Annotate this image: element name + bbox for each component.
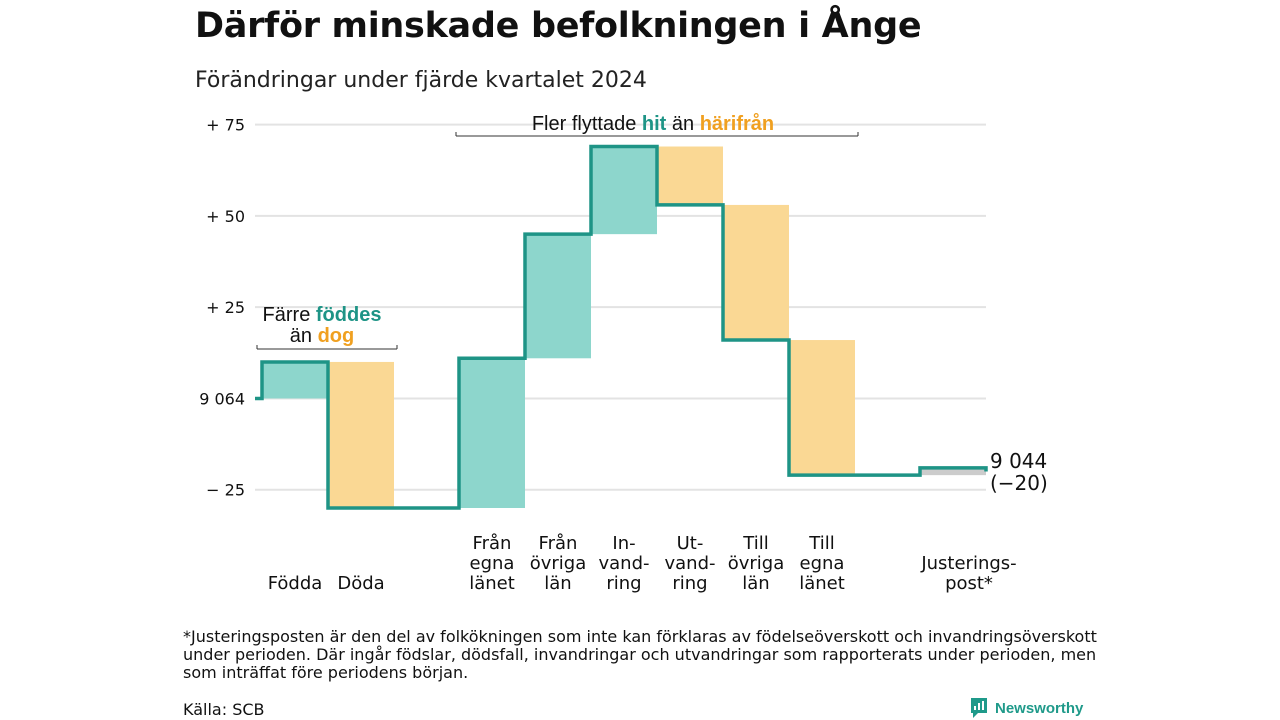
x-category-label: övriga bbox=[530, 553, 587, 574]
x-category-label: In- bbox=[612, 533, 635, 554]
y-tick-label: + 25 bbox=[206, 298, 245, 317]
chart-title: Därför minskade befolkningen i Ånge bbox=[195, 6, 922, 46]
end-change-label: (−20) bbox=[990, 471, 1048, 495]
x-category-label: Från bbox=[539, 533, 578, 554]
annotation-births-line2: än dog bbox=[290, 325, 354, 347]
annotation-part: Färre bbox=[263, 304, 316, 326]
source-note: Källa: SCB bbox=[183, 700, 265, 719]
x-category-label: Till bbox=[742, 533, 768, 554]
brand-name: Newsworthy bbox=[995, 699, 1084, 717]
running-total-line bbox=[255, 144, 988, 510]
x-category-label: Födda bbox=[268, 573, 323, 594]
y-tick-label: − 25 bbox=[206, 481, 245, 500]
annotation-part: Fler flyttade bbox=[532, 113, 642, 135]
annotation-part: dog bbox=[318, 325, 355, 347]
x-category-label: Justerings- bbox=[920, 553, 1016, 574]
chart-subtitle: Förändringar under fjärde kvartalet 2024 bbox=[195, 68, 647, 93]
bar-födda bbox=[262, 361, 328, 399]
footnote: *Justeringsposten är den del av folkökni… bbox=[183, 627, 1097, 682]
annotation-births-line1: Färre föddes bbox=[263, 304, 382, 326]
x-category-label: länet bbox=[469, 573, 515, 594]
x-category-label: länet bbox=[799, 573, 845, 594]
x-category-label: vand- bbox=[664, 553, 715, 574]
x-category-label: Från bbox=[473, 533, 512, 554]
bar-till-egna-länet bbox=[789, 340, 855, 476]
y-tick-label: 9 064 bbox=[199, 389, 245, 408]
bar-in-vandring bbox=[591, 146, 657, 235]
x-category-label: ring bbox=[672, 573, 707, 594]
bar-döda bbox=[328, 361, 394, 508]
x-category-label: vand- bbox=[598, 553, 649, 574]
end-value-label: 9 044 bbox=[990, 449, 1047, 473]
bar-ut-vandring bbox=[657, 146, 723, 205]
bar-från-egna-länet bbox=[459, 358, 525, 508]
annotation-part: än bbox=[666, 113, 699, 135]
x-category-label: egna bbox=[800, 553, 845, 574]
newsworthy-brand[interactable]: Newsworthy bbox=[969, 697, 1083, 719]
y-tick-label: + 50 bbox=[206, 207, 245, 226]
annotation-part: härifrån bbox=[700, 112, 774, 135]
newsworthy-logo-icon bbox=[971, 698, 987, 718]
y-tick-label: + 75 bbox=[206, 116, 245, 135]
bar-till-övriga-län bbox=[723, 204, 789, 341]
x-category-label: övriga bbox=[728, 553, 785, 574]
x-category-label: ring bbox=[606, 573, 641, 594]
x-category-label: län bbox=[544, 573, 571, 594]
annotation-part: hit bbox=[642, 113, 667, 135]
bar-justerings-post- bbox=[920, 467, 986, 476]
x-category-label: Döda bbox=[337, 573, 384, 594]
x-category-label: Ut- bbox=[677, 533, 704, 554]
annotation-migration: Fler flyttade hit än härifrån bbox=[532, 112, 774, 135]
x-category-label: egna bbox=[470, 553, 515, 574]
bar-från-övriga-län bbox=[525, 234, 591, 359]
annotation-part: än bbox=[290, 325, 318, 347]
x-category-label: län bbox=[742, 573, 769, 594]
x-category-label: Till bbox=[808, 533, 834, 554]
annotation-part: föddes bbox=[316, 304, 382, 326]
x-category-label: post* bbox=[945, 573, 993, 594]
